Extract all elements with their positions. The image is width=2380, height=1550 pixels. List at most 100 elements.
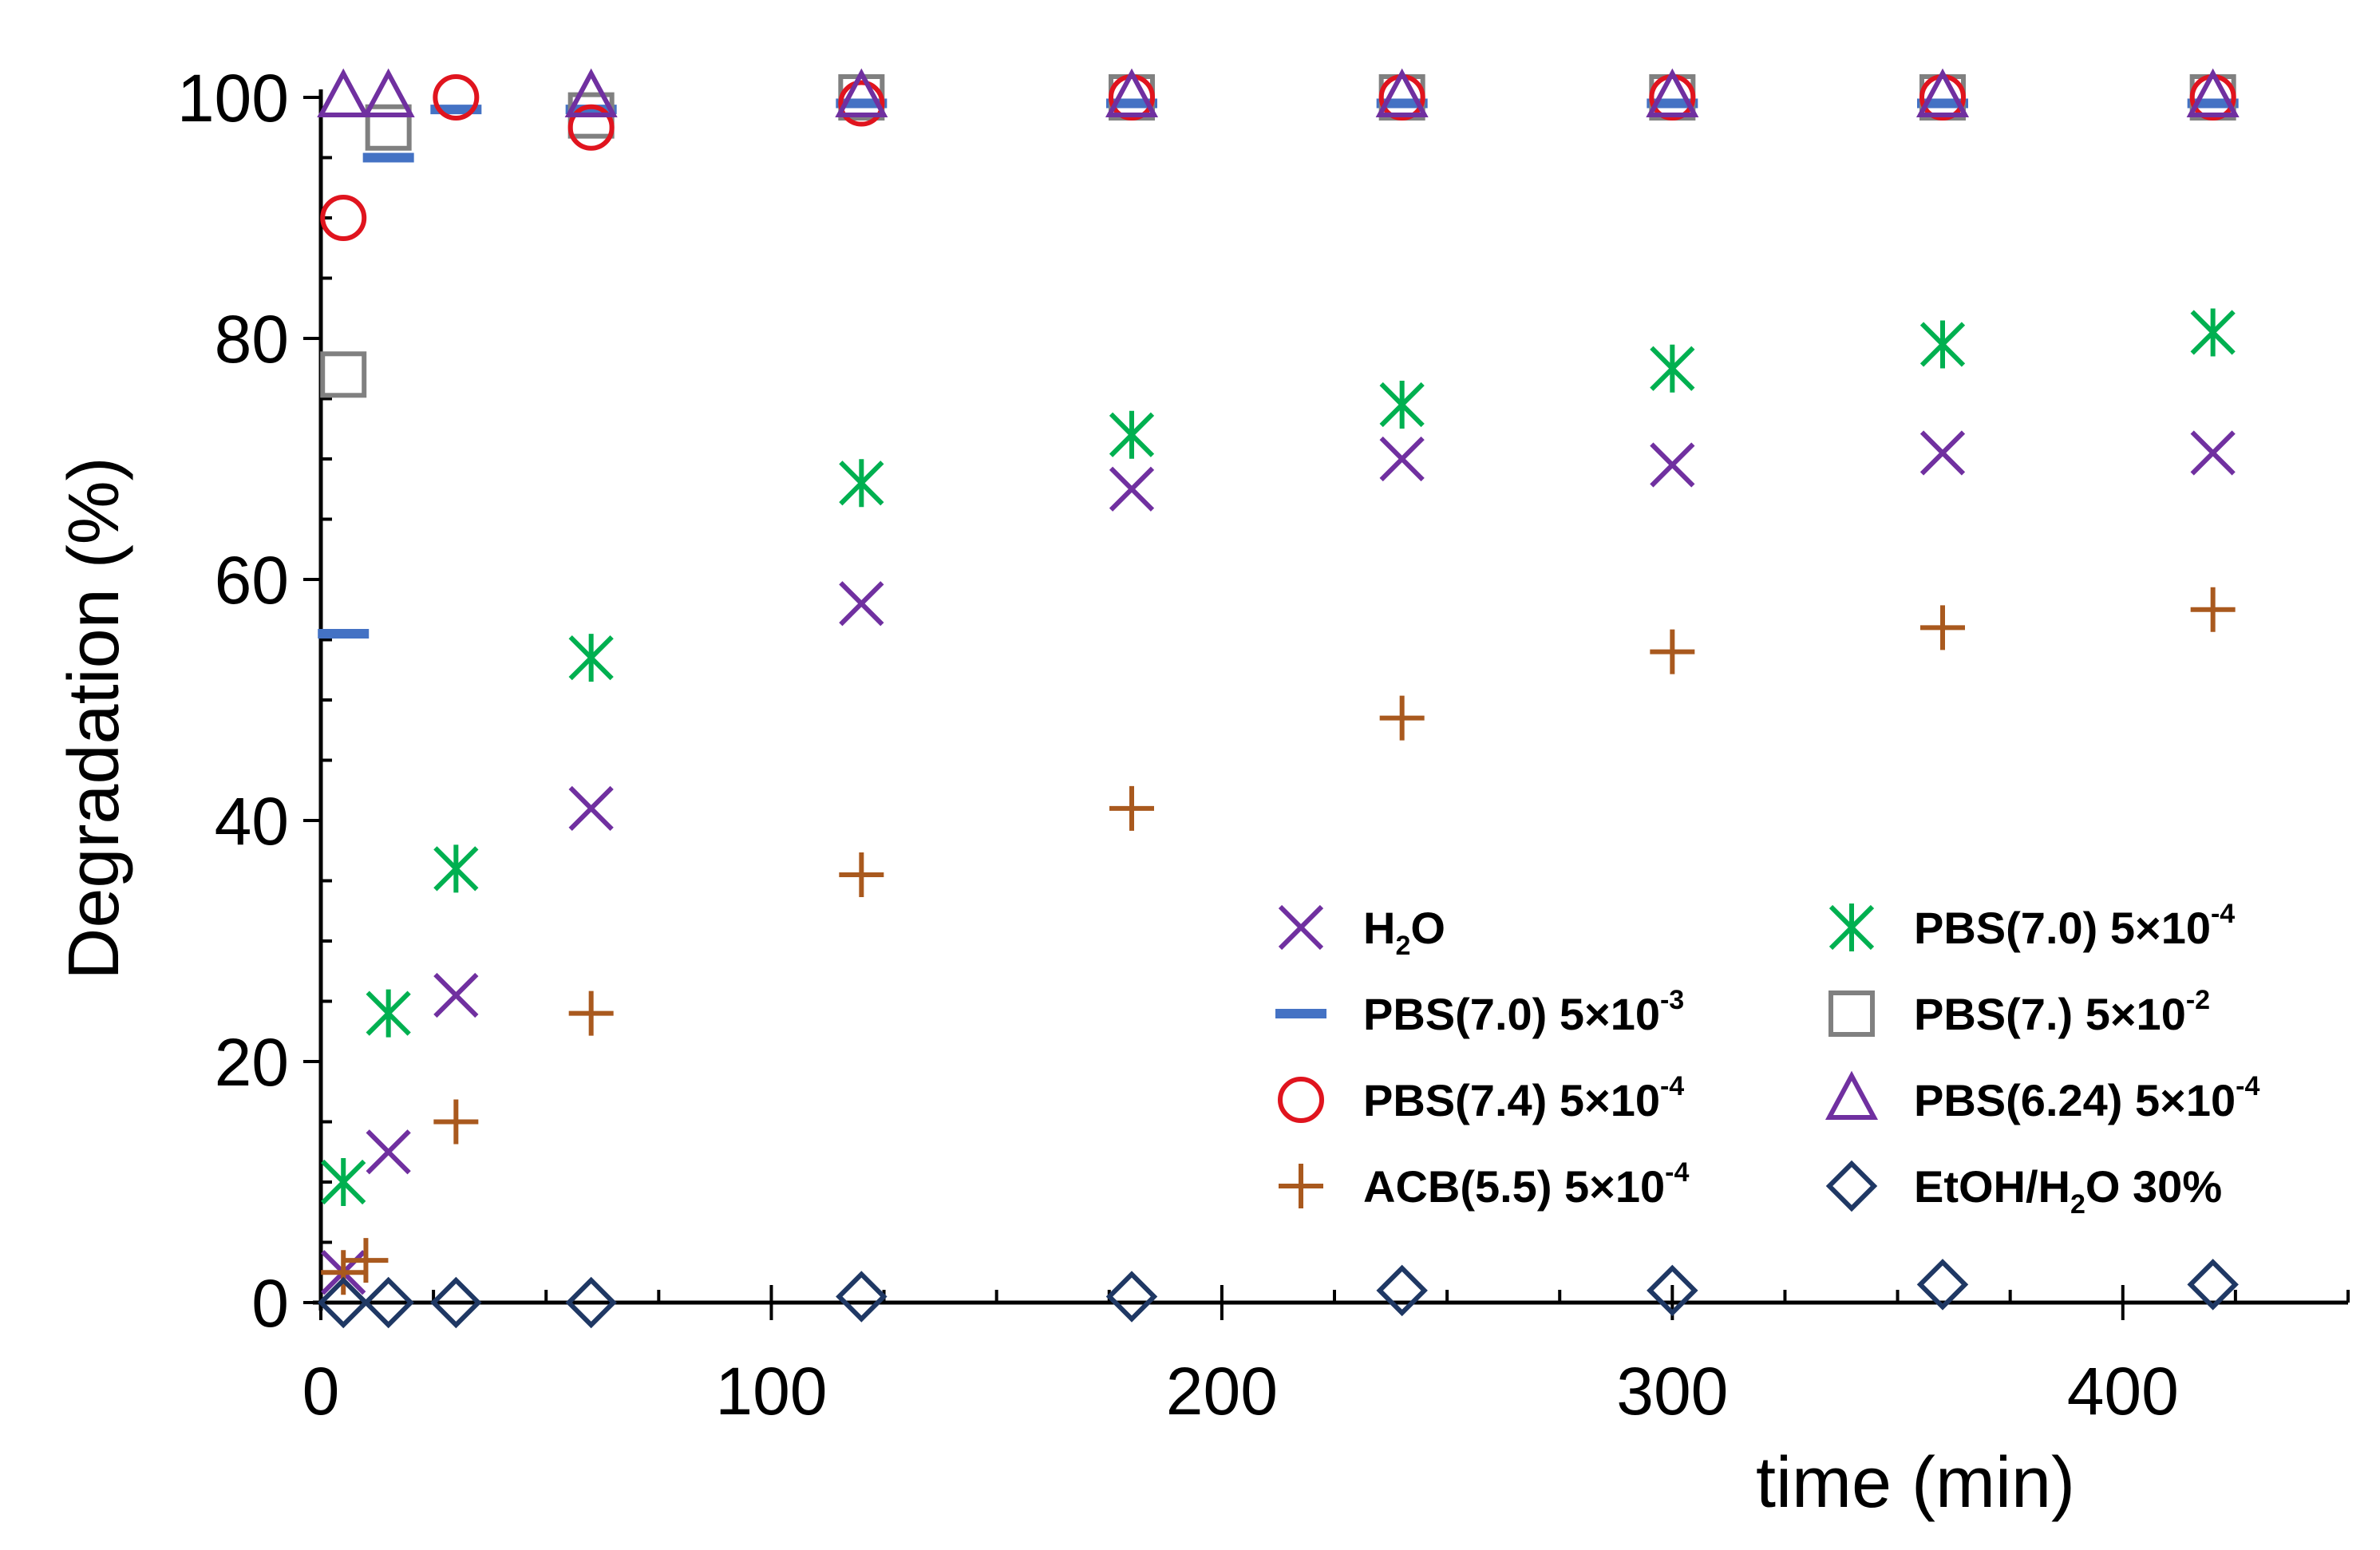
data-point <box>2190 308 2236 357</box>
data-point <box>568 634 614 682</box>
data-point <box>1376 1264 1428 1317</box>
data-point <box>838 80 885 127</box>
legend-marker <box>1278 904 1324 951</box>
data-point <box>1650 442 1695 488</box>
legend-item: PBS(7.) 5×10-2 <box>1828 985 2210 1039</box>
data-point <box>433 844 479 893</box>
data-point <box>2190 430 2236 476</box>
x-tick-label: 100 <box>715 1354 827 1429</box>
data-point <box>1105 1271 1158 1323</box>
data-point <box>1650 629 1695 674</box>
data-point <box>1919 320 1966 369</box>
data-point <box>1109 410 1155 459</box>
x-tick-label: 400 <box>2067 1354 2179 1429</box>
legend-item: PBS(6.24) 5×10-4 <box>1825 1070 2259 1125</box>
data-point <box>321 1250 366 1295</box>
data-point <box>567 104 615 151</box>
data-point <box>564 68 618 117</box>
data-point <box>1916 1259 1969 1311</box>
series-2 <box>318 98 2239 639</box>
series-6 <box>321 587 2236 1295</box>
series-5 <box>317 68 2240 117</box>
legend: H2O PBS(7.0) 5×10-4 PBS(7.0) 5×10-3 PBS(7.)… <box>1275 899 2259 1220</box>
data-point <box>2190 587 2236 632</box>
series-0 <box>321 430 2236 1295</box>
data-point <box>1109 785 1154 831</box>
data-point <box>1915 68 1970 117</box>
data-point <box>1105 68 1159 117</box>
data-point <box>1650 344 1695 393</box>
data-point <box>317 68 370 117</box>
legend-label: ACB(5.5) 5×10-4 <box>1363 1157 1689 1212</box>
legend-label: PBS(7.) 5×10-2 <box>1914 985 2210 1039</box>
data-point <box>568 990 614 1036</box>
data-point <box>343 1238 389 1283</box>
legend-marker <box>1278 1077 1324 1123</box>
series-4 <box>320 74 2236 241</box>
x-axis-title: time (min) <box>1756 1443 2075 1523</box>
data-point <box>565 1276 617 1329</box>
data-point <box>1109 466 1155 512</box>
data-point <box>835 68 888 117</box>
legend-label: PBS(6.24) 5×10-4 <box>1914 1071 2259 1125</box>
legend-label: PBS(7.0) 5×10-3 <box>1363 985 1684 1039</box>
data-point <box>568 785 614 832</box>
data-point <box>433 74 480 121</box>
legend-marker <box>1825 1160 1878 1212</box>
data-point <box>839 581 884 627</box>
data-point <box>836 1271 888 1323</box>
legend-item: H2O <box>1278 903 1445 961</box>
legend-item: EtOH/H2O 30% <box>1825 1160 2222 1220</box>
axes: 0 20 40 60 80 100 0 100 200 300 400 <box>177 61 2350 1429</box>
y-tick-label: 60 <box>215 543 289 618</box>
data-point <box>1646 68 1699 117</box>
series-1 <box>321 308 2236 1206</box>
legend-label: PBS(7.4) 5×10-4 <box>1363 1071 1684 1125</box>
data-point <box>365 104 412 151</box>
series-7 <box>317 1259 2239 1329</box>
legend-item: ACB(5.5) 5×10-4 <box>1279 1157 1689 1212</box>
legend-item: PBS(7.0) 5×10-4 <box>1828 899 2235 953</box>
data-point <box>320 195 367 241</box>
data-point <box>1375 68 1429 117</box>
data-point <box>320 351 367 398</box>
legend-marker <box>1279 1164 1323 1208</box>
data-point <box>317 1276 370 1329</box>
legend-item: PBS(7.0) 5×10-3 <box>1275 985 1684 1039</box>
legend-label: PBS(7.0) 5×10-4 <box>1914 899 2235 953</box>
legend-marker <box>1828 904 1875 951</box>
data-point <box>1920 605 1965 650</box>
data-marks <box>317 68 2240 1329</box>
data-point <box>321 1158 366 1206</box>
x-tick-label: 200 <box>1166 1354 1278 1429</box>
data-point <box>433 972 479 1018</box>
data-point <box>362 1276 414 1329</box>
data-point <box>839 459 884 508</box>
y-tick-label: 20 <box>215 1025 289 1100</box>
data-point <box>433 1099 479 1145</box>
y-axis-title: Degradation (%) <box>54 457 134 979</box>
y-tick-label: 0 <box>251 1266 289 1341</box>
x-tick-label: 0 <box>302 1354 340 1429</box>
data-point <box>839 852 884 897</box>
y-tick-label: 40 <box>215 784 289 859</box>
data-point <box>2187 1259 2239 1311</box>
data-point <box>2186 68 2240 117</box>
legend-label: H2O <box>1363 903 1445 961</box>
legend-label: EtOH/H2O 30% <box>1914 1161 2222 1220</box>
data-point <box>1379 695 1425 741</box>
data-point <box>1919 430 1966 476</box>
y-tick-label: 100 <box>177 61 289 136</box>
x-tick-label: 300 <box>1616 1354 1728 1429</box>
data-point <box>362 68 415 117</box>
legend-marker <box>1825 1070 1879 1120</box>
data-point <box>366 989 411 1038</box>
data-point <box>1379 436 1425 482</box>
legend-item: PBS(7.4) 5×10-4 <box>1278 1071 1684 1125</box>
y-tick-label: 80 <box>215 302 289 377</box>
legend-marker <box>1828 990 1875 1037</box>
data-point <box>430 1276 482 1329</box>
data-point <box>1379 381 1425 429</box>
data-point <box>366 1129 411 1175</box>
